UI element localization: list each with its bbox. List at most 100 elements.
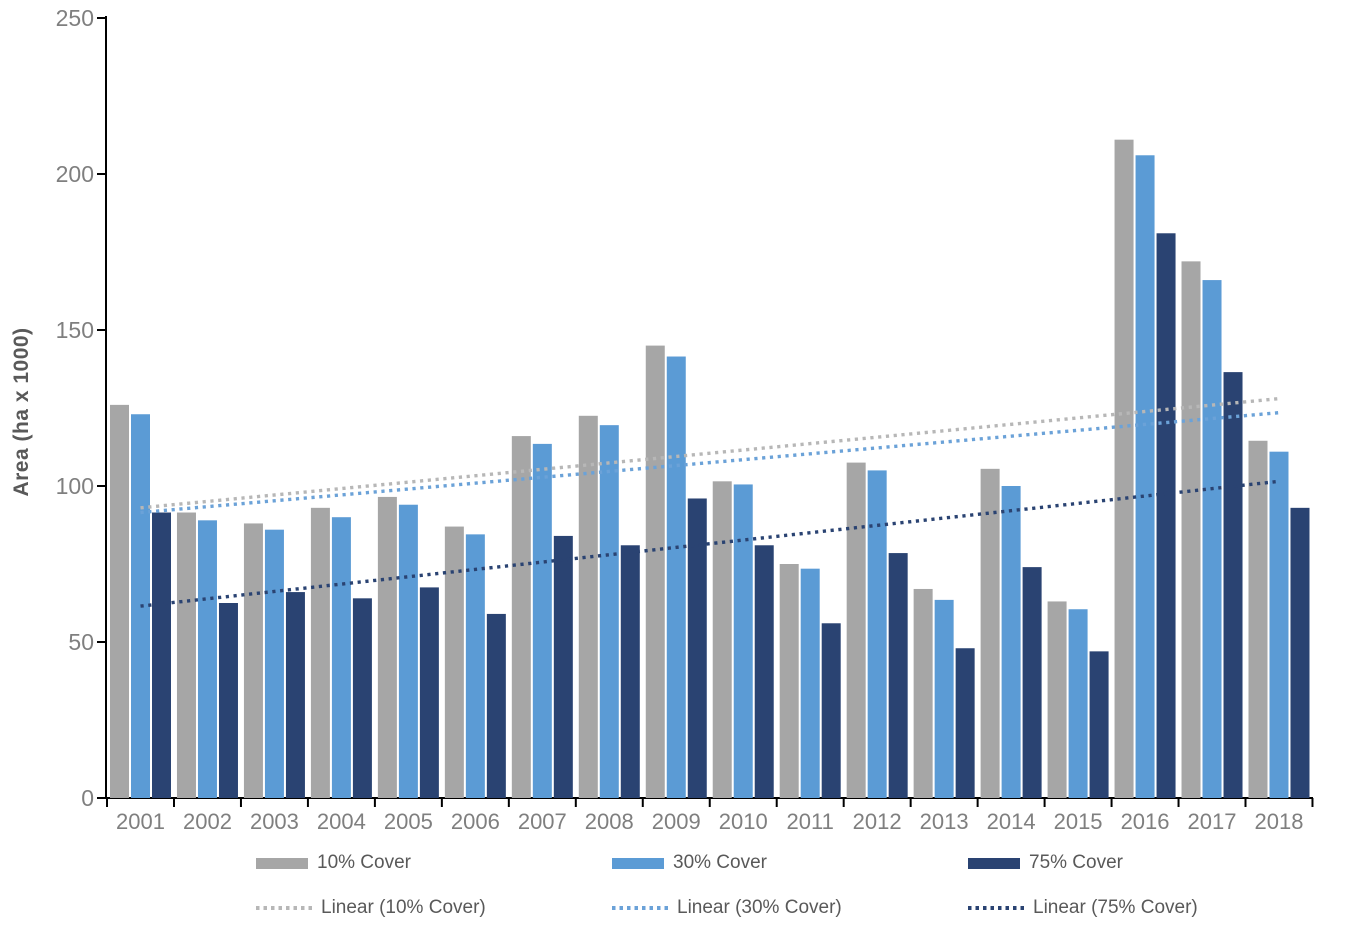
y-tick-label-250: 250	[55, 5, 94, 31]
bar-2015-30-cover	[1068, 609, 1088, 798]
bar-2001-10-cover	[110, 404, 129, 798]
bar-2010-75-cover	[754, 545, 774, 798]
x-tick-label-2011: 2011	[786, 809, 834, 834]
y-tick-label-200: 200	[55, 161, 94, 187]
bar-2009-30-cover	[666, 356, 686, 798]
bar-2003-30-cover	[264, 529, 284, 798]
x-tick-label-2002: 2002	[182, 809, 232, 834]
trendline-linear-75-cover	[140, 479, 1280, 608]
x-tick-label-2001: 2001	[116, 809, 165, 834]
y-tick-label-150: 150	[55, 317, 94, 343]
x-tick-label-2009: 2009	[651, 809, 701, 834]
bar-2017-10-cover	[1181, 261, 1201, 798]
bar-2011-75-cover	[821, 623, 841, 798]
bar-2005-30-cover	[398, 504, 418, 798]
x-tick-label-2005: 2005	[383, 809, 433, 834]
x-tick-label-2008: 2008	[584, 809, 634, 834]
bar-2015-10-cover	[1047, 601, 1067, 798]
x-tick-label-2018: 2018	[1254, 809, 1304, 834]
bar-2016-75-cover	[1156, 233, 1176, 798]
bar-2002-75-cover	[218, 603, 238, 798]
bar-2014-10-cover	[980, 468, 1000, 798]
bar-2003-75-cover	[285, 592, 305, 798]
bar-2002-10-cover	[176, 512, 196, 798]
bar-2008-75-cover	[620, 545, 640, 798]
legend-dotted-swatch-linear-75-cover	[968, 906, 1024, 910]
bar-2006-30-cover	[465, 534, 485, 798]
bar-2013-75-cover	[955, 648, 975, 798]
bar-2016-10-cover	[1114, 139, 1134, 798]
legend-item-30-cover: 30% Cover	[612, 852, 767, 874]
legend-swatch-30-cover	[612, 857, 664, 869]
bar-2018-30-cover	[1269, 451, 1289, 798]
bar-2011-30-cover	[800, 568, 820, 798]
legend-item-75-cover: 75% Cover	[968, 852, 1123, 874]
trendline-linear-10-cover	[140, 396, 1280, 510]
bar-2012-75-cover	[888, 553, 908, 798]
bar-2017-75-cover	[1223, 372, 1243, 798]
bar-2005-75-cover	[419, 587, 439, 798]
legend-item-linear-75-cover: Linear (75% Cover)	[968, 897, 1198, 919]
bar-2010-10-cover	[712, 481, 732, 798]
legend-label-30-cover: 30% Cover	[673, 852, 767, 873]
bar-2018-10-cover	[1248, 440, 1268, 798]
bar-2011-10-cover	[779, 564, 799, 798]
bar-2013-10-cover	[913, 588, 933, 798]
bar-2006-75-cover	[486, 613, 506, 798]
bar-2007-30-cover	[532, 443, 552, 798]
legend-item-linear-10-cover: Linear (10% Cover)	[256, 897, 486, 919]
bar-2006-10-cover	[444, 526, 464, 798]
bar-2001-75-cover	[152, 512, 171, 798]
legend-label-linear-30-cover: Linear (30% Cover)	[677, 897, 842, 918]
legend-dotted-swatch-linear-10-cover	[256, 906, 312, 910]
x-tick-label-2010: 2010	[718, 809, 768, 834]
x-tick-label-2007: 2007	[517, 809, 567, 834]
bar-2007-75-cover	[553, 535, 573, 798]
x-tick-label-2003: 2003	[249, 809, 299, 834]
bar-2018-75-cover	[1290, 507, 1310, 798]
legend-dotted-swatch-linear-30-cover	[612, 906, 668, 910]
bar-2008-10-cover	[578, 415, 598, 798]
bar-2015-75-cover	[1089, 651, 1109, 798]
legend-label-linear-10-cover: Linear (10% Cover)	[321, 897, 486, 918]
bar-2003-10-cover	[243, 523, 263, 798]
legend-swatch-10-cover	[256, 857, 308, 869]
bar-2005-10-cover	[377, 496, 397, 798]
bar-2013-30-cover	[934, 599, 954, 798]
x-tick-label-2015: 2015	[1053, 809, 1103, 834]
legend-swatch-75-cover	[968, 857, 1020, 869]
trendline-linear-30-cover	[140, 410, 1280, 515]
legend-label-75-cover: 75% Cover	[1029, 852, 1123, 873]
x-tick-label-2006: 2006	[450, 809, 500, 834]
bar-2002-30-cover	[197, 520, 217, 798]
x-tick-label-2014: 2014	[986, 809, 1036, 834]
bar-2004-30-cover	[331, 517, 351, 798]
y-tick-label-0: 0	[81, 785, 94, 811]
bar-2009-75-cover	[687, 498, 707, 798]
x-tick-label-2016: 2016	[1120, 809, 1170, 834]
y-tick-label-50: 50	[68, 629, 94, 655]
y-axis-title: Area (ha x 1000)	[10, 327, 33, 497]
bar-2012-30-cover	[867, 470, 887, 798]
bar-2016-30-cover	[1135, 155, 1155, 798]
legend-label-linear-75-cover: Linear (75% Cover)	[1033, 897, 1198, 918]
bar-2014-30-cover	[1001, 486, 1021, 798]
x-tick-label-2004: 2004	[316, 809, 366, 834]
bar-2008-30-cover	[599, 425, 619, 798]
bar-2014-75-cover	[1022, 567, 1042, 798]
x-tick-label-2017: 2017	[1187, 809, 1237, 834]
legend-item-10-cover: 10% Cover	[256, 852, 411, 874]
legend-label-10-cover: 10% Cover	[317, 852, 411, 873]
bar-2010-30-cover	[733, 484, 753, 798]
y-tick-label-100: 100	[55, 473, 94, 499]
bar-2009-10-cover	[645, 345, 665, 798]
bar-2004-10-cover	[310, 507, 330, 798]
bar-2012-10-cover	[846, 462, 866, 798]
x-tick-label-2013: 2013	[919, 809, 969, 834]
x-tick-label-2012: 2012	[852, 809, 902, 834]
legend-item-linear-30-cover: Linear (30% Cover)	[612, 897, 842, 919]
bar-2017-30-cover	[1202, 280, 1222, 799]
bar-2004-75-cover	[352, 598, 372, 798]
